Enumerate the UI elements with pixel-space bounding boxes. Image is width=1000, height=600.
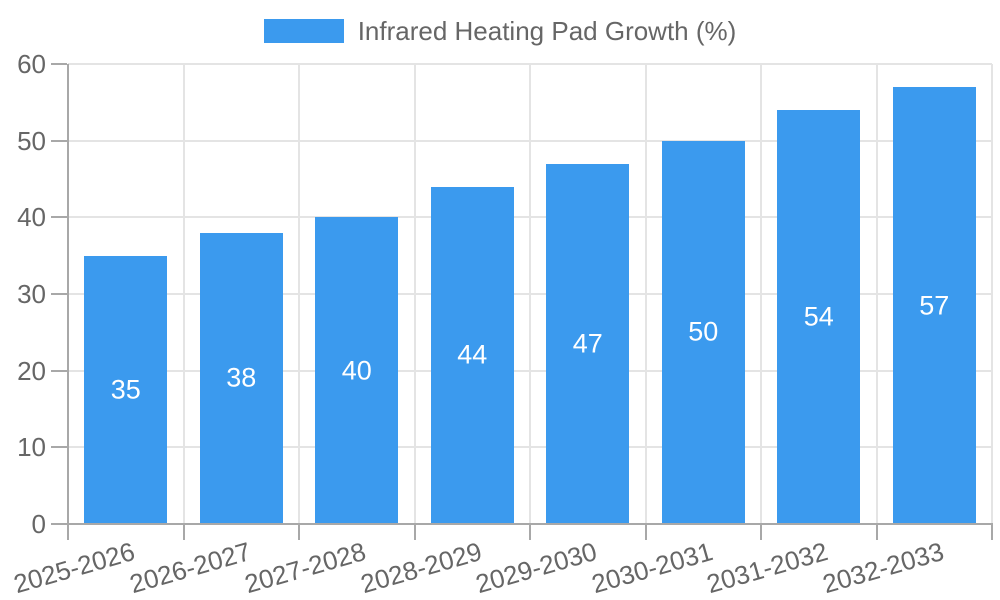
bar-value-label: 47 xyxy=(572,328,603,359)
y-tick-label: 0 xyxy=(31,509,46,539)
x-tick xyxy=(529,524,531,540)
bar-value-label: 50 xyxy=(688,316,719,347)
bar-2027-2028[interactable]: 40 xyxy=(315,217,399,524)
bar-value-label: 57 xyxy=(919,290,950,320)
bar-2025-2026[interactable]: 35 xyxy=(84,255,168,524)
bar-2031-2032[interactable]: 54 xyxy=(777,110,861,524)
y-tick-label: 50 xyxy=(17,125,46,156)
x-tick-label: 2031-2032 xyxy=(703,536,832,600)
x-tick-label: 2025-2026 xyxy=(10,536,139,600)
y-tick xyxy=(51,139,67,142)
x-gridline xyxy=(644,64,647,524)
x-tick-label: 2027-2028 xyxy=(241,536,370,600)
x-tick-label: 2028-2029 xyxy=(357,536,485,600)
bar-value-label: 38 xyxy=(226,362,257,393)
x-gridline xyxy=(991,64,993,524)
y-tick-label: 20 xyxy=(17,355,46,386)
x-gridline xyxy=(182,64,185,524)
y-tick xyxy=(51,63,67,65)
bar-2032-2033[interactable]: 57 xyxy=(892,87,976,524)
x-tick xyxy=(644,524,647,540)
bar-2028-2029[interactable]: 44 xyxy=(430,186,514,524)
y-tick xyxy=(51,446,67,449)
x-tick xyxy=(67,524,69,540)
plot-area: 35 38 40 44 47 50 54 57 xyxy=(68,63,993,524)
x-tick xyxy=(875,524,878,540)
x-gridline xyxy=(760,64,762,524)
bar-value-label: 35 xyxy=(110,374,141,405)
bar-2030-2031[interactable]: 50 xyxy=(661,140,745,524)
x-tick-label: 2026-2027 xyxy=(126,536,254,600)
x-tick-label: 2029-2030 xyxy=(472,536,601,600)
y-tick-label: 30 xyxy=(17,279,46,309)
x-tick-label: 2030-2031 xyxy=(588,536,716,600)
x-gridline xyxy=(875,64,878,524)
x-tick xyxy=(413,524,416,540)
x-tick xyxy=(991,524,993,540)
x-gridline xyxy=(298,64,300,524)
x-gridline xyxy=(529,64,531,524)
legend-item[interactable]: Infrared Heating Pad Growth (%) xyxy=(0,16,1000,46)
bar-value-label: 54 xyxy=(803,301,834,332)
y-axis-line xyxy=(67,64,69,524)
x-tick xyxy=(182,524,185,540)
y-tick-label: 40 xyxy=(17,202,46,233)
x-tick xyxy=(298,524,300,540)
y-tick xyxy=(51,523,67,525)
x-tick xyxy=(760,524,762,540)
legend-swatch xyxy=(263,19,344,43)
y-tick xyxy=(51,369,67,372)
bar-value-label: 44 xyxy=(457,339,488,370)
bar-2026-2027[interactable]: 38 xyxy=(199,232,283,524)
x-tick-label: 2032-2033 xyxy=(819,536,947,600)
legend-label: Infrared Heating Pad Growth (%) xyxy=(357,16,737,46)
bar-value-label: 40 xyxy=(341,355,372,386)
x-gridline xyxy=(413,64,416,524)
y-tick xyxy=(51,216,67,219)
bar-2029-2030[interactable]: 47 xyxy=(546,163,630,524)
y-tick-label: 10 xyxy=(17,432,46,463)
y-tick-label: 60 xyxy=(17,49,46,79)
y-tick xyxy=(51,293,67,295)
